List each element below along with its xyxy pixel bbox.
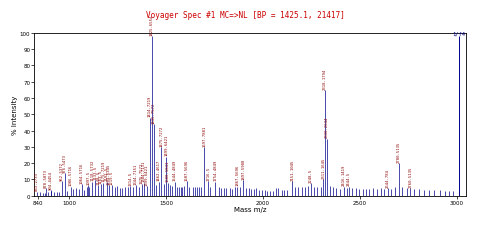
X-axis label: Mass m/z: Mass m/z bbox=[234, 206, 267, 212]
Text: 1867.5696: 1867.5696 bbox=[235, 164, 239, 186]
Text: 1544.4849: 1544.4849 bbox=[173, 159, 177, 181]
Text: 904.4454: 904.4454 bbox=[49, 170, 53, 189]
Text: 1006.5716: 1006.5716 bbox=[69, 164, 73, 186]
Text: 1697.7881: 1697.7881 bbox=[202, 125, 206, 146]
Text: 1607.5696: 1607.5696 bbox=[185, 159, 189, 180]
Text: 1204.6345: 1204.6345 bbox=[107, 163, 111, 184]
Text: 1192.5: 1192.5 bbox=[105, 166, 109, 181]
Text: 878.5073: 878.5073 bbox=[44, 168, 48, 187]
Text: 2318.1794: 2318.1794 bbox=[323, 68, 327, 89]
Text: 2760.5135: 2760.5135 bbox=[409, 166, 412, 187]
Text: 1425.6554: 1425.6554 bbox=[150, 14, 154, 36]
Text: 1716.5: 1716.5 bbox=[206, 166, 210, 180]
Text: 1508.5841: 1508.5841 bbox=[166, 160, 170, 182]
Text: 1344.7151: 1344.7151 bbox=[134, 163, 138, 184]
Y-axis label: % Intensity: % Intensity bbox=[12, 95, 18, 134]
Text: 976.5473: 976.5473 bbox=[63, 153, 67, 172]
Text: 2444.5: 2444.5 bbox=[347, 171, 351, 186]
Text: 2248.5: 2248.5 bbox=[309, 168, 313, 182]
Text: 2330.2644: 2330.2644 bbox=[325, 117, 329, 138]
Text: 1097.5: 1097.5 bbox=[86, 170, 90, 184]
Text: 1414.7219: 1414.7219 bbox=[148, 95, 152, 117]
Text: 1219.5: 1219.5 bbox=[110, 170, 114, 184]
Text: 2644.784: 2644.784 bbox=[386, 168, 390, 187]
Text: Voyager Spec #1 MC=>NL [BP = 1425.1, 21417]: Voyager Spec #1 MC=>NL [BP = 1425.1, 214… bbox=[146, 11, 345, 20]
Text: 1175.7219: 1175.7219 bbox=[101, 160, 105, 182]
Text: 1163.5: 1163.5 bbox=[99, 169, 103, 183]
Text: 1499.6421: 1499.6421 bbox=[164, 134, 168, 155]
Text: 1462.4617: 1462.4617 bbox=[157, 159, 161, 181]
Text: 2311.1645: 2311.1645 bbox=[322, 157, 326, 178]
Text: 1897.5908: 1897.5908 bbox=[241, 158, 245, 179]
Text: 2700.5135: 2700.5135 bbox=[397, 141, 401, 162]
Text: 1435.7572: 1435.7572 bbox=[152, 102, 156, 123]
Text: 1133.5: 1133.5 bbox=[93, 165, 97, 179]
Text: 1384.7131: 1384.7131 bbox=[142, 160, 146, 182]
Text: 2151.1045: 2151.1045 bbox=[290, 159, 294, 180]
Text: 962.5372: 962.5372 bbox=[60, 161, 64, 180]
Text: 1/f4: 1/f4 bbox=[452, 31, 465, 36]
Text: 2416.1419: 2416.1419 bbox=[342, 164, 346, 186]
Text: 833.2733: 833.2733 bbox=[35, 171, 39, 190]
Text: 1064.5716: 1064.5716 bbox=[80, 162, 84, 183]
Text: 1375.7572: 1375.7572 bbox=[140, 162, 144, 183]
Text: 1754.4849: 1754.4849 bbox=[214, 159, 218, 181]
Text: 1399.6421: 1399.6421 bbox=[145, 163, 149, 185]
Text: 1118.5732: 1118.5732 bbox=[90, 159, 94, 181]
Text: 1148.5: 1148.5 bbox=[96, 170, 100, 184]
Text: 1475.7272: 1475.7272 bbox=[160, 125, 164, 146]
Text: 1314.5: 1314.5 bbox=[128, 171, 132, 185]
